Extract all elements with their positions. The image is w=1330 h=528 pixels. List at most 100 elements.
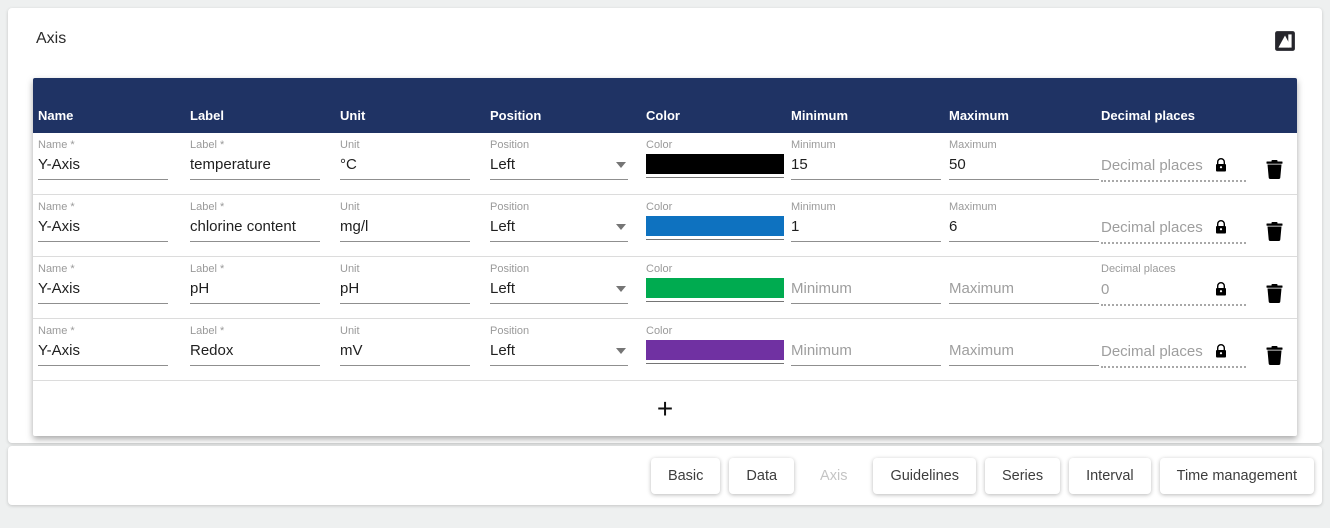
- lock-icon: [1216, 281, 1226, 295]
- nav-button-data[interactable]: Data: [729, 457, 795, 494]
- position-select[interactable]: Left: [490, 339, 628, 366]
- add-row: +: [33, 381, 1297, 436]
- decimal-places-input[interactable]: [1101, 340, 1211, 362]
- decimal-field-label: [1101, 200, 1251, 214]
- label-field-label: Label *: [190, 139, 225, 151]
- unit-input[interactable]: [340, 153, 470, 180]
- minimum-input[interactable]: [791, 339, 941, 366]
- nav-button-interval[interactable]: Interval: [1069, 457, 1151, 494]
- position-select[interactable]: Left: [490, 153, 628, 180]
- label-field-label: Label *: [190, 325, 225, 337]
- maximum-field-label: [949, 262, 1096, 276]
- maximum-input[interactable]: [949, 215, 1099, 242]
- decimal-field-label: [1101, 138, 1251, 152]
- decimal-field-label: [1101, 324, 1251, 338]
- position-select[interactable]: Left: [490, 277, 628, 304]
- color-cell: Color: [641, 133, 786, 194]
- chevron-down-icon: [616, 347, 626, 354]
- col-header-actions: [1251, 123, 1297, 133]
- name-cell: Name *: [33, 133, 185, 194]
- delete-row-button[interactable]: [1264, 344, 1285, 370]
- name-input[interactable]: [38, 153, 168, 180]
- position-cell: Position Left: [485, 195, 641, 256]
- chevron-down-icon: [616, 161, 626, 168]
- unit-cell: Unit: [335, 257, 485, 318]
- trash-icon: [1266, 283, 1282, 303]
- chart-image-icon[interactable]: [1274, 30, 1296, 52]
- position-field-label: Position: [490, 201, 530, 213]
- unit-input[interactable]: [340, 215, 470, 242]
- label-input[interactable]: [190, 215, 320, 242]
- minimum-field-label: Minimum: [791, 201, 836, 213]
- position-select-value: Left: [490, 280, 516, 297]
- maximum-cell: Maximum: [944, 133, 1099, 194]
- col-header-position: Position: [490, 108, 542, 123]
- label-input[interactable]: [190, 277, 320, 304]
- table-row: Name * Label * Unit Position Left Color: [33, 195, 1297, 257]
- maximum-field-label: [949, 324, 1096, 338]
- minimum-cell: [786, 319, 944, 380]
- name-input[interactable]: [38, 277, 168, 304]
- decimal-places-input[interactable]: [1101, 154, 1211, 176]
- label-input[interactable]: [190, 339, 320, 366]
- color-picker[interactable]: [646, 278, 784, 302]
- color-cell: Color: [641, 195, 786, 256]
- color-field-label: Color: [646, 325, 673, 337]
- name-field-label: Name *: [38, 263, 75, 275]
- nav-button-guidelines[interactable]: Guidelines: [873, 457, 976, 494]
- color-picker[interactable]: [646, 340, 784, 364]
- col-header-maximum: Maximum: [949, 108, 1009, 123]
- lock-icon: [1216, 219, 1226, 233]
- color-field-label: Color: [646, 139, 673, 151]
- nav-button-basic[interactable]: Basic: [650, 457, 721, 494]
- chart-image-icon: [1275, 31, 1295, 51]
- minimum-input[interactable]: [791, 153, 941, 180]
- color-picker[interactable]: [646, 154, 784, 178]
- lock-icon: [1216, 343, 1226, 357]
- wizard-nav-buttons: Basic Data Axis Guidelines Series Interv…: [8, 446, 1322, 505]
- position-select-value: Left: [490, 342, 516, 359]
- chevron-down-icon: [616, 223, 626, 230]
- unit-cell: Unit: [335, 133, 485, 194]
- page-title: Axis: [36, 30, 67, 47]
- axis-table: Name Label Unit Position Color Minimum M…: [33, 78, 1297, 436]
- minimum-input[interactable]: [791, 277, 941, 304]
- label-input[interactable]: [190, 153, 320, 180]
- maximum-input[interactable]: [949, 277, 1099, 304]
- color-field-label: Color: [646, 263, 673, 275]
- minimum-input[interactable]: [791, 215, 941, 242]
- delete-row-button[interactable]: [1264, 282, 1285, 308]
- unit-input[interactable]: [340, 339, 470, 366]
- maximum-cell: [944, 257, 1099, 318]
- unit-cell: Unit: [335, 319, 485, 380]
- trash-icon: [1266, 345, 1282, 365]
- color-cell: Color: [641, 257, 786, 318]
- color-picker[interactable]: [646, 216, 784, 240]
- unit-field-label: Unit: [340, 201, 360, 213]
- trash-icon: [1266, 159, 1282, 179]
- delete-row-button[interactable]: [1264, 158, 1285, 184]
- add-axis-button[interactable]: +: [639, 394, 691, 423]
- unit-input[interactable]: [340, 277, 470, 304]
- chevron-down-icon: [616, 285, 626, 292]
- minimum-cell: Minimum: [786, 133, 944, 194]
- decimal-places-input[interactable]: [1101, 278, 1211, 300]
- name-input[interactable]: [38, 339, 168, 366]
- delete-row-button[interactable]: [1264, 220, 1285, 246]
- nav-button-series[interactable]: Series: [984, 457, 1061, 494]
- color-swatch: [646, 216, 784, 236]
- maximum-input[interactable]: [949, 339, 1099, 366]
- position-select[interactable]: Left: [490, 215, 628, 242]
- maximum-input[interactable]: [949, 153, 1099, 180]
- decimal-places-cell: [1096, 195, 1251, 256]
- name-cell: Name *: [33, 257, 185, 318]
- color-swatch: [646, 340, 784, 360]
- label-field-label: Label *: [190, 201, 225, 213]
- nav-button-time-management[interactable]: Time management: [1159, 457, 1314, 494]
- col-header-minimum: Minimum: [791, 108, 849, 123]
- maximum-cell: [944, 319, 1099, 380]
- position-cell: Position Left: [485, 319, 641, 380]
- decimal-places-input[interactable]: [1101, 216, 1211, 238]
- name-input[interactable]: [38, 215, 168, 242]
- col-header-label: Label: [190, 108, 224, 123]
